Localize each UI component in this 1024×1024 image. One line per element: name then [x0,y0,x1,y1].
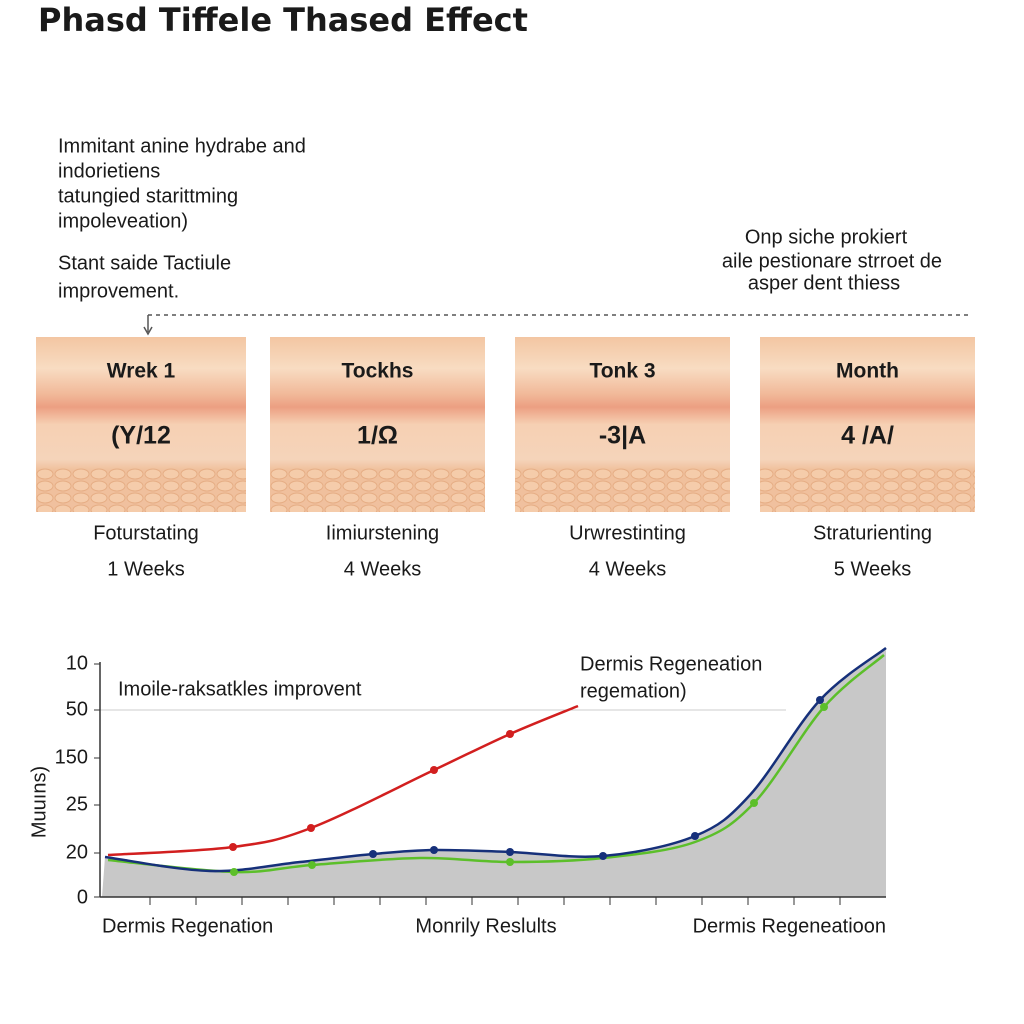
callout-line: aile pestionare strroet de [722,250,942,272]
panel-caption: Straturienting [813,522,932,544]
area [102,648,886,897]
marker [229,843,237,851]
annotation: Imoile-raksatkles improvent [118,678,362,700]
title: Phasd Tiffele Thased Effect [38,1,528,39]
marker [506,730,514,738]
y-tick-label: 150 [55,746,88,768]
marker [230,868,238,876]
marker [816,696,824,704]
panel-label: Tockhs [342,360,414,383]
intro-line: indorietiens [58,160,160,182]
marker [750,799,758,807]
marker [307,824,315,832]
y-tick-label: 0 [77,886,88,908]
panel-duration: 1 Weeks [107,558,184,580]
panel-caption: Urwrestinting [569,522,686,544]
callout-line: asper dent thiess [748,272,900,294]
markers [229,696,828,876]
marker [506,858,514,866]
y-tick-label: 50 [66,698,88,720]
x-label: Dermis Regenation [102,915,273,937]
arrow-head [143,326,153,336]
skin-cells [760,468,975,512]
y-tick-label: 20 [66,841,88,863]
skin-cells [36,468,246,512]
marker [691,832,699,840]
y-tick-label: 25 [66,793,88,815]
panel-code: (Y/12 [111,422,171,450]
chart: 10 50 150 25 20 0 Muuıns) Imoile-raksatk… [28,647,887,937]
panel-duration: 4 Weeks [589,558,666,580]
skin-cells [270,468,485,512]
intro-note: improvement. [58,280,179,302]
intro-note: Stant saide Tactiule [58,252,231,274]
panel-label: Tonk 3 [589,360,655,383]
panel-duration: 5 Weeks [834,558,911,580]
panel-caption: Iimiurstening [326,522,439,544]
marker [430,846,438,854]
skin-cells [515,468,730,512]
panels: Wrek 1 (Y/12 Foturstating 1 Weeks Tockhs 1/Ω I… [36,337,975,580]
panel-label: Wrek 1 [107,360,176,383]
marker [599,852,607,860]
intro-line: Immitant anine hydrabe and [58,135,306,157]
marker [369,850,377,858]
panel-code: 4 /A/ [841,422,894,450]
intro-line: tatungied starittming [58,185,238,207]
green-line [107,654,885,874]
blue-line [104,647,887,873]
marker [430,766,438,774]
panel-caption: Foturstating [93,522,199,544]
x-label: Dermis Regeneatioon [693,915,886,937]
marker [506,848,514,856]
ticks [94,663,841,905]
intro-line: impoleveation) [58,210,188,232]
panel-label: Month [836,360,899,383]
marker [308,861,316,869]
panel-code: 1/Ω [357,422,398,450]
legend-line: Dermis Regeneation [580,653,762,675]
y-tick-label: 10 [66,652,88,674]
y-axis-title: Muuıns) [28,766,50,838]
callout-line: Onp siche prokiert [745,226,908,248]
panel-duration: 4 Weeks [344,558,421,580]
x-label: Monrily Reslults [415,915,556,937]
marker [820,703,828,711]
panel-code: -3|A [599,422,646,450]
legend-line: regemation) [580,680,687,702]
